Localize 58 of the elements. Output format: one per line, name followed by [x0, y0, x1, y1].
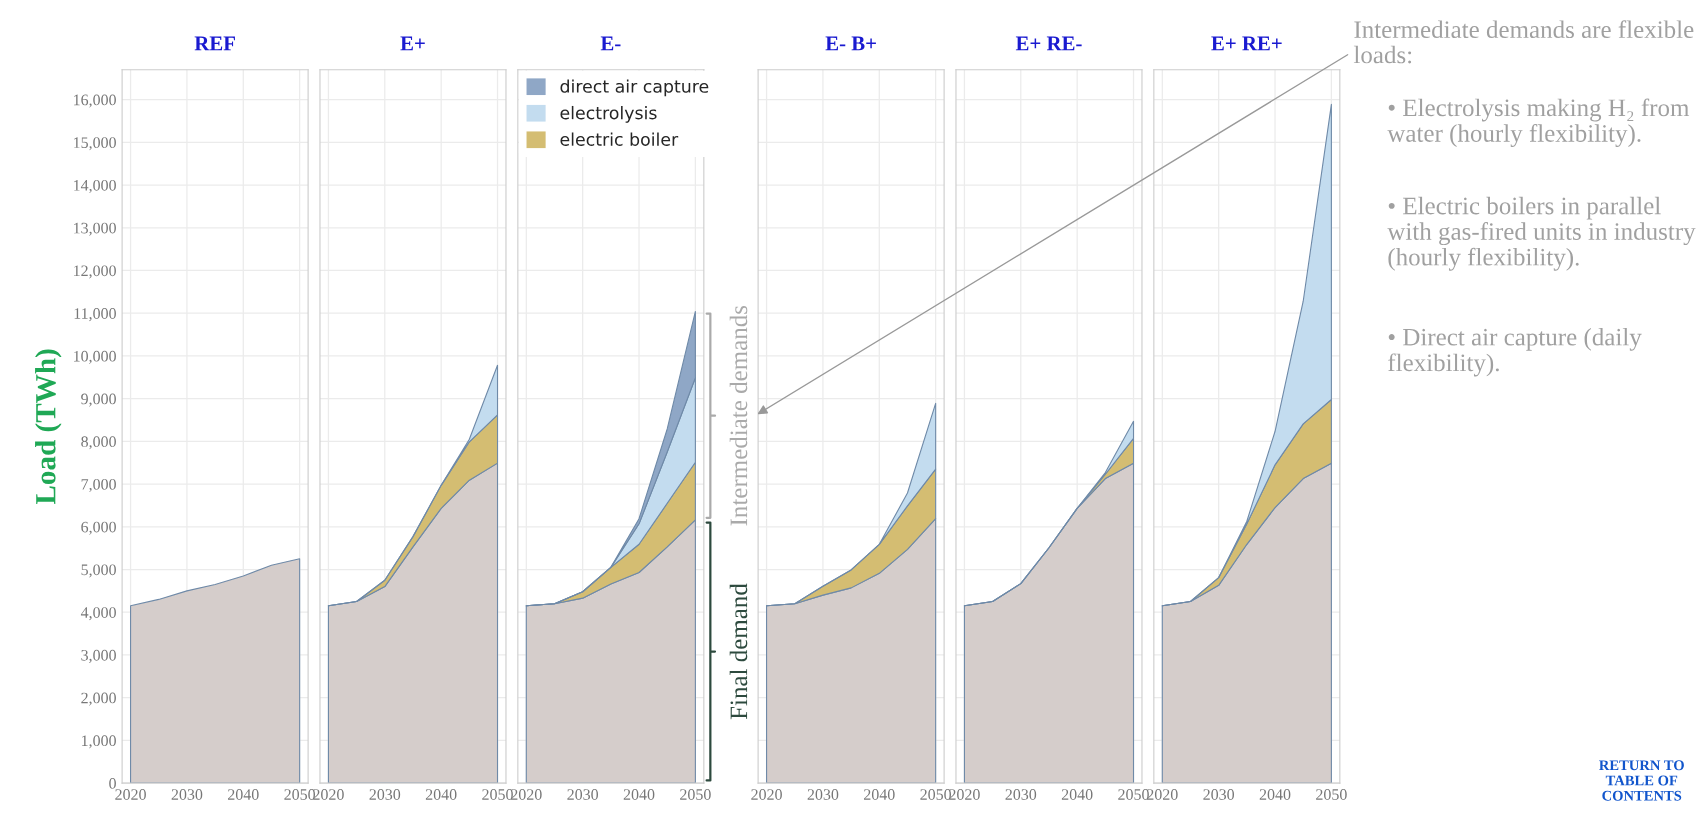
x-tick-label: 2020	[751, 789, 782, 800]
y-tick-label: 5,000	[81, 564, 116, 578]
text: • Direct air capture (daily flexibility).	[1388, 328, 1642, 377]
text: RETURN TO TABLE OF CONTENTS	[1599, 760, 1684, 801]
x-tick-label: 2030	[171, 789, 203, 800]
legend-label: electric boiler	[560, 132, 679, 146]
text: Final demand	[729, 583, 748, 720]
x-tick-label: 2040	[864, 789, 895, 800]
y-tick-label: 9,000	[81, 393, 116, 407]
y-tick-label: 10,000	[74, 350, 116, 364]
x-tick-label: 2050	[1118, 789, 1149, 800]
y-axis-title: Load (TWh)	[35, 349, 62, 505]
y-tick-label: 6,000	[81, 521, 116, 535]
y-tick-label: 1,000	[82, 735, 116, 749]
chart-title: REF	[194, 36, 235, 51]
x-tick-label: 2040	[425, 789, 457, 800]
x-tick-label: 2020	[115, 789, 146, 800]
chart-title: E-	[600, 36, 621, 51]
x-tick-label: 2030	[1005, 789, 1037, 800]
y-tick-label: 13,000	[74, 222, 116, 236]
chart-title: E+	[400, 36, 425, 51]
y-tick-label: 2,000	[81, 692, 116, 706]
y-tick-label: 7,000	[81, 478, 116, 493]
text: Intermediate demands are flexible loads:	[1353, 20, 1694, 64]
y-tick-label: 15,000	[74, 137, 116, 151]
x-tick-label: 2020	[511, 789, 542, 800]
text: • Electric boilers in parallel with gas-fired units in industry (hourly flexibility).	[1387, 196, 1696, 271]
y-tick-label: 8,000	[81, 436, 116, 450]
y-tick-label: 16,000	[74, 94, 116, 108]
x-tick-label: 2020	[313, 789, 344, 800]
x-tick-label: 2020	[949, 789, 980, 800]
x-tick-label: 2050	[680, 789, 711, 800]
y-tick-label: 0	[109, 778, 116, 789]
text: • Electrolysis making H₂ from water (hourly flexibility).	[1387, 98, 1690, 148]
y-tick-label: 12,000	[74, 265, 116, 279]
x-tick-label: 2030	[1203, 789, 1235, 800]
x-tick-label: 2020	[1147, 789, 1178, 800]
y-tick-label: 3,000	[81, 649, 116, 663]
y-tick-label: 14,000	[74, 179, 116, 194]
x-tick-label: 2040	[1259, 789, 1291, 800]
x-tick-label: 2050	[284, 789, 316, 800]
chart-title: E+ RE-	[1015, 36, 1082, 51]
x-tick-label: 2030	[807, 789, 839, 800]
x-tick-label: 2040	[228, 789, 259, 800]
legend-label: direct air capture	[560, 79, 709, 97]
y-tick-label: 4,000	[80, 607, 116, 621]
chart-title: E- B+	[825, 36, 876, 51]
x-tick-label: 2030	[567, 789, 599, 800]
x-tick-label: 2050	[482, 789, 513, 800]
x-tick-label: 2050	[1316, 789, 1347, 800]
x-tick-label: 2030	[369, 789, 401, 800]
x-tick-label: 2040	[1061, 789, 1093, 800]
text: Intermediate demands	[729, 305, 748, 526]
x-tick-label: 2050	[920, 789, 952, 800]
x-tick-label: 2040	[623, 789, 655, 800]
y-tick-label: 11,000	[74, 308, 116, 322]
chart-title: E+ RE+	[1211, 36, 1282, 51]
legend-label: electrolysis	[560, 105, 657, 123]
